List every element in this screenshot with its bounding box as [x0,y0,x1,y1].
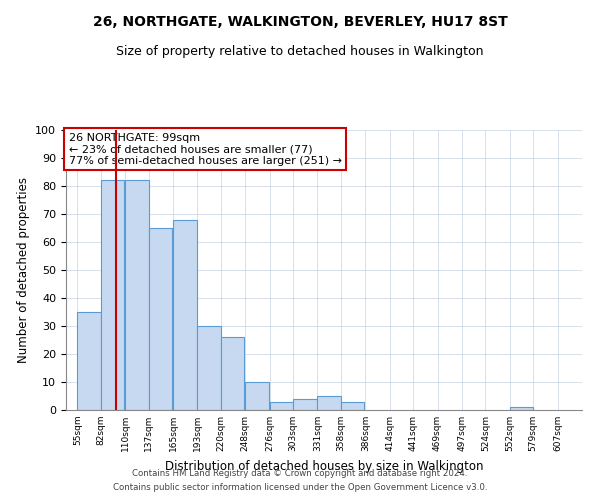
Text: 26, NORTHGATE, WALKINGTON, BEVERLEY, HU17 8ST: 26, NORTHGATE, WALKINGTON, BEVERLEY, HU1… [92,15,508,29]
Bar [197,326,221,410]
Bar [317,396,341,410]
Bar [245,382,269,410]
Bar [101,180,124,410]
X-axis label: Distribution of detached houses by size in Walkington: Distribution of detached houses by size … [165,460,483,472]
Bar [125,180,149,410]
Bar [293,399,317,410]
Bar [77,312,101,410]
Text: Contains HM Land Registry data © Crown copyright and database right 2024.: Contains HM Land Registry data © Crown c… [132,468,468,477]
Bar [341,402,364,410]
Bar [173,220,197,410]
Bar [221,337,244,410]
Y-axis label: Number of detached properties: Number of detached properties [17,177,30,363]
Text: 26 NORTHGATE: 99sqm
← 23% of detached houses are smaller (77)
77% of semi-detach: 26 NORTHGATE: 99sqm ← 23% of detached ho… [68,133,341,166]
Text: Size of property relative to detached houses in Walkington: Size of property relative to detached ho… [116,45,484,58]
Bar [269,402,293,410]
Bar [510,407,533,410]
Text: Contains public sector information licensed under the Open Government Licence v3: Contains public sector information licen… [113,484,487,492]
Bar [149,228,172,410]
